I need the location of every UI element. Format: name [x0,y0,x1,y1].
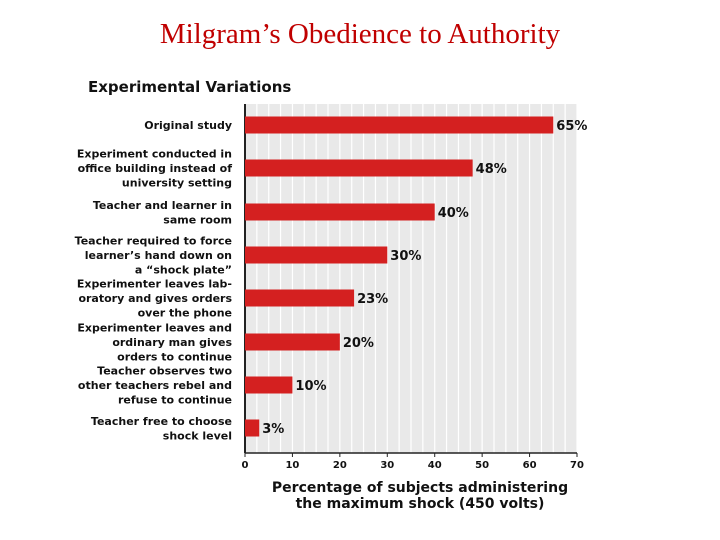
bar-value-label: 10% [295,379,326,394]
x-axis-label: Percentage of subjects administeringthe … [272,480,568,512]
category-label: Original study [144,119,232,132]
x-tick-label: 10 [285,460,299,471]
category-label: Experimenter leaves and ordinary man give… [77,322,232,364]
category-label: Teacher free to choose shock level [91,415,232,443]
category-label: Teacher required to force learner’s hand … [75,235,232,277]
category-label: Experimenter leaves lab-oratory and give… [77,278,233,320]
x-axis-label-line: the maximum shock (450 volts) [296,496,545,512]
x-tick-label: 20 [333,460,347,471]
bar [245,419,260,437]
bar [245,203,435,221]
bar [245,246,388,264]
bars-layer: 65% 48% 40% 30% 23% 20% 10% 3% [245,116,587,437]
bar-value-label: 23% [357,292,388,307]
bar-value-label: 20% [343,336,374,351]
slide-title: Milgram’s Obedience to Authority [159,18,561,50]
bar-value-label: 48% [476,162,507,177]
bar-value-label: 30% [390,249,421,264]
x-tick-label: 70 [570,460,584,471]
x-tick-label: 40 [428,460,442,471]
x-tick-label: 0 [242,460,249,471]
bar-value-label: 65% [556,119,587,134]
bar-value-label: 40% [438,206,469,221]
x-tick-label: 50 [475,460,489,471]
category-label: Experiment conducted in office building i… [77,148,232,190]
chart-title: Experimental Variations [88,78,291,96]
x-tick-label: 30 [380,460,394,471]
x-axis-label-line: Percentage of subjects administering [272,480,568,496]
x-tick-label: 60 [523,460,537,471]
category-labels: Original study Experiment conducted in off… [75,119,233,442]
x-axis: 0 10 20 30 40 50 60 70 [242,453,584,471]
bar [245,376,293,394]
bar [245,159,473,177]
bar [245,333,340,351]
bar [245,289,355,307]
bar [245,116,554,134]
category-label: Teacher observes two other teachers rebel… [78,365,233,407]
grid-layer [244,104,578,454]
bar-value-label: 3% [262,422,284,437]
category-label: Teacher and learner in same room [93,199,232,227]
